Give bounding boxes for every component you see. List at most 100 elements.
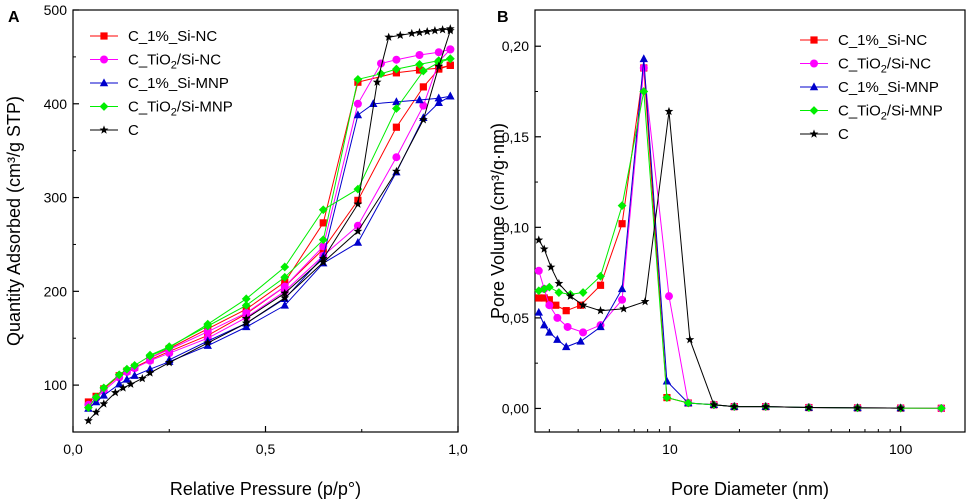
panel-b-legend-c-1-si-mnp-label: C_1%_Si-MNP [838, 79, 939, 96]
panel-a-c-desorption-point [318, 253, 328, 263]
panel-b-y-tick-label: 0,20 [502, 38, 529, 54]
panel-b-y-tick-label: 0,00 [502, 400, 529, 416]
panel-b-y-tick-label: 0,10 [502, 219, 529, 235]
panel-b-x-axis-label: Pore Diameter (nm) [671, 479, 829, 499]
panel-a-c-1-si-mnp-adsorption-point [353, 237, 363, 246]
panel-a-c-adsorption-point [353, 226, 363, 236]
panel-a-c-1-si-nc-desorption-point [319, 219, 327, 227]
panel-a-c-adsorption-point [145, 368, 155, 377]
panel-b-c-tio2-si-nc-point [553, 313, 562, 322]
panel-a-legend-c-1-si-nc-marker [100, 32, 108, 40]
panel-a-c-tio2-si-mnp-adsorption-point [280, 262, 290, 272]
panel-a-c-adsorption-point [137, 373, 147, 383]
panel-a-c-adsorption-point [318, 257, 328, 266]
panel-a-c-desorption-point [372, 77, 382, 86]
panel-a-c-tio2-si-mnp-desorption-point [415, 59, 424, 69]
panel-b-c-tio2-si-mnp-point [534, 286, 544, 296]
panel-a-c-tio2-si-mnp-desorption-point [445, 54, 455, 64]
panel-b-c-point [554, 278, 564, 288]
panel-b-c-point [761, 402, 771, 411]
panel-a-y-tick-label: 400 [44, 96, 68, 112]
panel-b-legend-c-label: C [838, 126, 849, 143]
panel-a-c-tio2-si-nc-desorption-point [242, 308, 251, 317]
panel-a-c-adsorption-point [418, 115, 428, 124]
panel-b-c-point [853, 403, 862, 412]
panel-a-c-tio2-si-nc-desorption-point [353, 99, 362, 108]
panel-a-c-tio2-si-mnp-desorption-point [353, 74, 363, 84]
panel-a-c-1-si-mnp-desorption-point [446, 91, 455, 100]
panel-b-c-tio2-si-mnp-point [578, 288, 588, 297]
panel-b-c-1-si-nc-point [596, 281, 605, 289]
panel-b-c-point [640, 297, 650, 306]
panel-b-c-1-si-nc-point [545, 296, 553, 304]
panel-a-c-adsorption-point [241, 318, 251, 327]
panel-a-c-tio2-si-mnp-desorption-point [280, 272, 290, 282]
panel-b-c-1-si-nc-point [618, 220, 626, 228]
panel-b-c-tio2-si-mnp-point [936, 403, 946, 413]
panel-b-c-1-si-mnp-point [576, 336, 585, 345]
panel-a-legend-c-1-si-mnp-marker [99, 78, 109, 87]
panel-a-c-desorption-point [422, 26, 432, 36]
panel-b-legend-c-1-si-nc-marker [810, 36, 818, 44]
panel-b-c-tio2-si-mnp-point [554, 288, 564, 297]
panel-a-c-tio2-si-nc-desorption-point [280, 282, 289, 291]
panel-a-c-tio2-si-nc-desorption-point [434, 48, 443, 57]
panel-a-legend-c-1-si-nc-label: C_1%_Si-NC [128, 28, 217, 45]
panel-a-c-1-si-mnp-desorption-point [415, 95, 424, 104]
panel-a-c-tio2-si-mnp-adsorption-point [392, 104, 401, 113]
panel-a-c-tio2-si-mnp-desorption-point [164, 342, 174, 352]
panel-a-c-desorption-point [438, 25, 447, 34]
panel-b-c-point [534, 235, 544, 244]
panel-a-c-desorption-point [415, 27, 424, 37]
panel-b-c-1-si-nc-point [535, 294, 543, 302]
panel-a-c-adsorption-point [392, 166, 401, 176]
panel-a-y-tick-label: 500 [44, 2, 68, 18]
panel-a-c-1-si-mnp-adsorption-point [122, 374, 132, 383]
panel-a-c-adsorption-point [110, 388, 120, 397]
panel-a-c-tio2-si-mnp-adsorption-point [241, 294, 251, 304]
panel-a-c-1-si-mnp-adsorption-point [130, 371, 139, 379]
panel-b-legend-c-tio2-si-nc-label: C_TiO2/Si-NC [838, 56, 931, 76]
panel-b-c-tio2-si-nc-point [639, 63, 648, 72]
panel-a-legend-c-tio2-si-mnp-label: C_TiO2/Si-MNP [128, 99, 233, 119]
panel-a-c-desorption-point [445, 24, 455, 33]
panel-b-c-tio2-si-mnp-point [539, 284, 549, 294]
panel-b-c-point [546, 262, 556, 271]
panel-a-x-tick-label: 0,0 [63, 441, 83, 457]
panel-a-c-tio2-si-mnp-desorption-point [203, 321, 213, 331]
panel-b-c-tio2-si-nc-point [563, 322, 572, 331]
panel-a-c-tio2-si-mnp-adsorption-point [130, 361, 139, 370]
panel-b-c-tio2-si-nc-point [534, 266, 543, 275]
panel-a-y-axis-label: Quantity Adsorbed (cm³/g STP) [4, 96, 24, 346]
panel-b-letter: B [497, 9, 509, 26]
panel-b-c-point [729, 402, 739, 411]
panel-a-c-1-si-nc-desorption-point [415, 66, 424, 74]
panel-a-c-desorption-point [384, 32, 394, 41]
panel-a-x-tick-label: 0,5 [256, 441, 276, 457]
panel-a-legend-c-1-si-mnp-label: C_1%_Si-MNP [128, 75, 229, 92]
panel-a-legend-c-tio2-si-mnp-marker [99, 102, 109, 111]
panel-a-c-tio2-si-nc-desorption-point [392, 55, 401, 64]
panel-b-c-1-si-mnp-point [562, 342, 571, 351]
panel-a-c-1-si-nc-desorption-point [281, 278, 289, 286]
panel-a-c-1-si-nc-adsorption-point [392, 123, 400, 131]
panel-a-c-tio2-si-nc-desorption-point [203, 327, 212, 336]
panel-a-c-1-si-mnp-adsorption-point [280, 300, 289, 309]
panel-a-c-1-si-mnp-adsorption-point [115, 379, 124, 388]
panel-b-y-tick-label: 0,15 [502, 129, 529, 145]
panel-a-c-1-si-mnp-adsorption-line [88, 95, 451, 409]
panel-b-plot-frame [534, 9, 966, 433]
panel-b-c-tio2-si-nc-point [664, 292, 673, 301]
panel-a-c-tio2-si-mnp-adsorption-point [318, 205, 328, 215]
panel-a-c-desorption-point [353, 199, 363, 208]
panel-a-chart: 0,0 0,5 1,0 100 200 300 400 500 Relative Pressur… [4, 2, 468, 499]
panel-b-c-1-si-mnp-point [534, 307, 543, 316]
panel-b-legend-c-1-si-mnp-marker [809, 82, 819, 91]
panel-a-legend-c-label: C [128, 122, 139, 139]
panel-a-c-tio2-si-nc-desorption-point [415, 51, 424, 60]
panel-a-y-tick-label: 300 [44, 190, 68, 206]
panel-b-c-point [578, 300, 588, 309]
panel-a-c-tio2-si-mnp-desorption-point [434, 56, 444, 66]
panel-b-c-tio2-si-mnp-point [662, 393, 672, 402]
panel-b-y-tick-label: 0,05 [502, 310, 529, 326]
